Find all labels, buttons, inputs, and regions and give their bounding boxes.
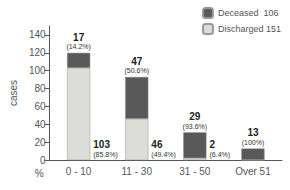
svg-text:0 - 10: 0 - 10 xyxy=(66,166,92,177)
svg-text:Deceased 106: Deceased 106 xyxy=(218,8,279,18)
svg-text:47: 47 xyxy=(131,56,143,67)
svg-text:80: 80 xyxy=(34,83,46,94)
svg-text:(100%): (100%) xyxy=(242,139,265,147)
svg-text:103: 103 xyxy=(93,139,110,150)
svg-text:31 - 50: 31 - 50 xyxy=(179,166,211,177)
svg-text:140: 140 xyxy=(29,29,46,40)
svg-text:(85.8%): (85.8%) xyxy=(93,151,118,159)
svg-text:(6.4%): (6.4%) xyxy=(209,151,230,159)
svg-text:13: 13 xyxy=(247,127,259,138)
svg-text:(50.6%): (50.6%) xyxy=(124,67,149,75)
svg-text:%: % xyxy=(35,168,44,179)
svg-text:Discharged 151: Discharged 151 xyxy=(218,24,281,34)
svg-text:120: 120 xyxy=(29,47,46,58)
svg-text:29: 29 xyxy=(189,111,201,122)
svg-text:(49.4%): (49.4%) xyxy=(151,151,176,159)
svg-text:17: 17 xyxy=(73,32,85,43)
svg-text:20: 20 xyxy=(34,137,46,148)
svg-text:0: 0 xyxy=(40,155,46,166)
svg-text:cases: cases xyxy=(8,80,19,106)
svg-text:(14.2%): (14.2%) xyxy=(66,43,91,51)
svg-text:11 - 30: 11 - 30 xyxy=(122,166,153,177)
svg-text:60: 60 xyxy=(34,101,46,112)
svg-text:Over 51: Over 51 xyxy=(235,166,271,177)
svg-text:100: 100 xyxy=(29,65,46,76)
svg-text:46: 46 xyxy=(151,139,163,150)
svg-text:(93.6%): (93.6%) xyxy=(183,123,208,131)
svg-text:40: 40 xyxy=(34,119,46,130)
svg-text:2: 2 xyxy=(209,139,215,150)
